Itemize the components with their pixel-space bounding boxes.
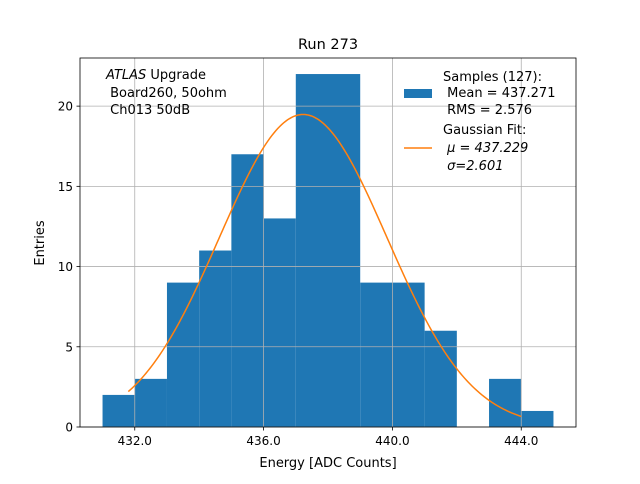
histogram-bar bbox=[360, 282, 393, 427]
legend-samples-swatch bbox=[404, 89, 432, 98]
histogram-bar bbox=[134, 378, 167, 427]
legend-samples-mean: Mean = 437.271 bbox=[443, 86, 555, 101]
chart-title: Run 273 bbox=[298, 37, 358, 53]
histogram-bar bbox=[328, 74, 361, 427]
x-tick-label: 444.0 bbox=[504, 434, 538, 448]
histogram-bar bbox=[489, 378, 522, 427]
annotation-line2: Board260, 50ohm bbox=[106, 86, 227, 101]
legend-samples-title: Samples (127): bbox=[443, 70, 542, 85]
x-tick-label: 436.0 bbox=[246, 434, 280, 448]
y-tick-label: 10 bbox=[58, 260, 73, 274]
annotation-line1: Upgrade bbox=[146, 68, 206, 83]
histogram-bar bbox=[263, 218, 296, 427]
y-tick-label: 5 bbox=[65, 340, 73, 354]
legend: Samples (127): Mean = 437.271 RMS = 2.57… bbox=[404, 70, 555, 174]
ticks-layer: 432.0 436.0 440.0 444.0 0 5 10 15 20 bbox=[58, 100, 539, 448]
plot-frame bbox=[79, 57, 577, 428]
histogram-bar bbox=[295, 74, 328, 427]
x-tick-label: 440.0 bbox=[375, 434, 409, 448]
annotation-atlas: ATLAS bbox=[105, 68, 146, 83]
histogram-bar bbox=[166, 282, 200, 427]
svg-text:ATLAS Upgrade: ATLAS Upgrade bbox=[105, 68, 206, 83]
y-tick-label: 20 bbox=[58, 100, 73, 114]
grid-layer bbox=[80, 58, 576, 428]
gaussian-fit-curve bbox=[127, 113, 522, 418]
histogram-bar bbox=[199, 250, 232, 427]
legend-fit-title: Gaussian Fit: bbox=[443, 123, 526, 138]
histogram-bar bbox=[102, 394, 135, 427]
legend-fit-mu: μ = 437.229 bbox=[443, 141, 528, 156]
annotation: ATLAS Upgrade Board260, 50ohm Ch013 50dB bbox=[105, 68, 227, 118]
bars-layer bbox=[102, 74, 554, 427]
histogram-bar bbox=[521, 410, 554, 427]
y-axis-label: Entries bbox=[33, 220, 48, 266]
histogram-bar bbox=[392, 282, 425, 427]
legend-samples-rms: RMS = 2.576 bbox=[443, 103, 532, 118]
y-tick-label: 15 bbox=[58, 180, 73, 194]
y-tick-label: 0 bbox=[65, 421, 73, 435]
histogram-bar bbox=[231, 154, 264, 427]
x-tick-label: 432.0 bbox=[118, 434, 152, 448]
legend-fit-sigma: σ=2.601 bbox=[443, 159, 503, 174]
x-axis-label: Energy [ADC Counts] bbox=[259, 456, 396, 471]
annotation-line3: Ch013 50dB bbox=[106, 103, 190, 118]
